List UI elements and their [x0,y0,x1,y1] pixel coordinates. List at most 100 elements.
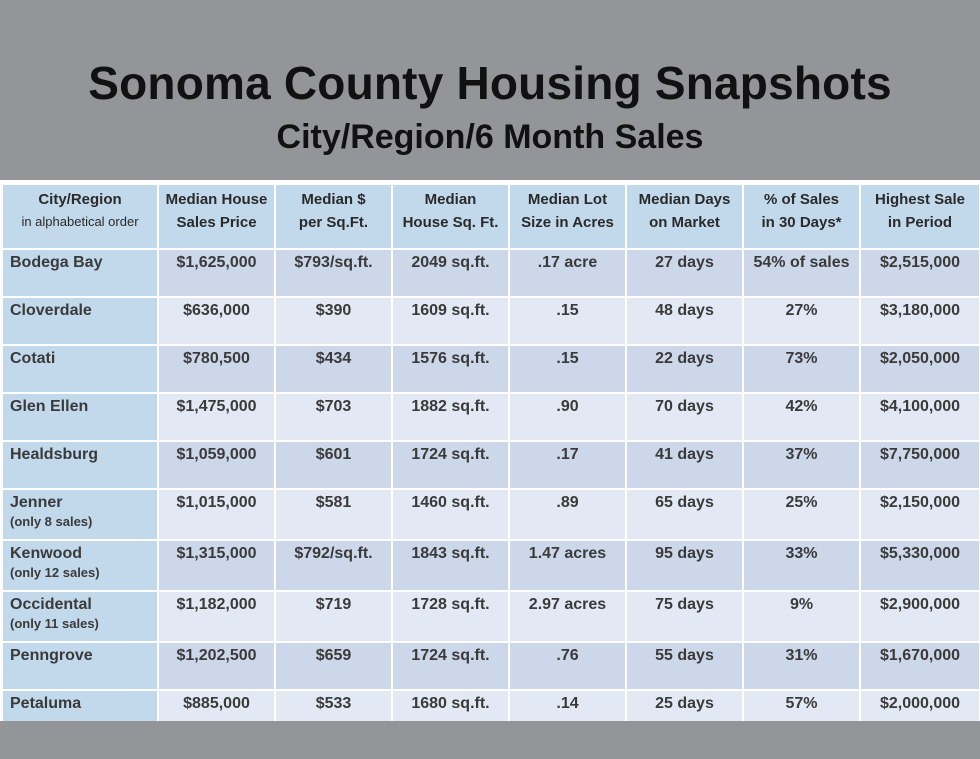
lot-size-cell: .15 [508,344,627,394]
city-cell: Glen Ellen [1,392,159,442]
house-sqft-cell: 1576 sq.ft. [391,344,510,394]
highest-sale-cell: $2,900,000 [859,590,980,643]
column-header-line1: % of Sales [763,191,840,208]
column-header-line2: Size in Acres [521,214,614,231]
highest-sale-cell: $4,100,000 [859,392,980,442]
median-price-cell: $1,625,000 [157,248,276,298]
lot-size-cell: .90 [508,392,627,442]
table-row: Penngrove $1,202,500 $659 1724 sq.ft. .76 55 … [1,641,980,691]
highest-sale-cell: $2,150,000 [859,488,980,541]
pct-sold-30-days-cell: 25% [742,488,861,541]
column-header-lot: Median Lot Size in Acres [508,183,627,250]
median-price-cell: $636,000 [157,296,276,346]
table-row: Bodega Bay $1,625,000 $793/sq.ft. 2049 sq.f… [1,248,980,298]
sales-count-note: (only 12 sales) [10,565,100,580]
table-body: Bodega Bay $1,625,000 $793/sq.ft. 2049 sq.f… [1,248,980,739]
lot-size-cell: 2.97 acres [508,590,627,643]
lot-size-cell: .17 [508,440,627,490]
column-header-line2: per Sq.Ft. [298,214,369,231]
column-header-pct30: % of Sales in 30 Days* [742,183,861,250]
city-name: Glen Ellen [10,398,89,415]
house-sqft-cell: 1609 sq.ft. [391,296,510,346]
median-price-cell: $1,182,000 [157,590,276,643]
table-header-row: City/Region in alphabetical order Median… [1,183,980,250]
city-cell: Occidental (only 11 sales) [1,590,159,643]
city-name: Cloverdale [10,302,92,319]
median-price-cell: $1,015,000 [157,488,276,541]
price-per-sqft-cell: $793/sq.ft. [274,248,393,298]
median-price-cell: $1,475,000 [157,392,276,442]
city-cell: Bodega Bay [1,248,159,298]
city-cell: Jenner (only 8 sales) [1,488,159,541]
house-sqft-cell: 2049 sq.ft. [391,248,510,298]
city-name: Healdsburg [10,446,99,463]
highest-sale-cell: $7,750,000 [859,440,980,490]
table-row: Glen Ellen $1,475,000 $703 1882 sq.ft. .90 70… [1,392,980,442]
footer-bar [0,721,980,759]
highest-sale-cell: $1,670,000 [859,641,980,691]
table-container: City/Region in alphabetical order Median… [0,180,980,739]
house-sqft-cell: 1460 sq.ft. [391,488,510,541]
lot-size-cell: .76 [508,641,627,691]
lot-size-cell: .17 acre [508,248,627,298]
days-on-market-cell: 55 days [625,641,744,691]
city-cell: Kenwood (only 12 sales) [1,539,159,592]
house-sqft-cell: 1843 sq.ft. [391,539,510,592]
pct-sold-30-days-cell: 42% [742,392,861,442]
column-header-price: Median House Sales Price [157,183,276,250]
column-header-highest: Highest Sale in Period [859,183,980,250]
city-cell: Cloverdale [1,296,159,346]
price-per-sqft-cell: $434 [274,344,393,394]
lot-size-cell: .89 [508,488,627,541]
header-banner: Sonoma County Housing Snapshots City/Reg… [0,0,980,180]
median-price-cell: $780,500 [157,344,276,394]
price-per-sqft-cell: $601 [274,440,393,490]
city-cell: Penngrove [1,641,159,691]
city-name: Cotati [10,350,56,367]
days-on-market-cell: 41 days [625,440,744,490]
city-name: Bodega Bay [10,254,103,271]
table-row: Cloverdale $636,000 $390 1609 sq.ft. .15 48 d… [1,296,980,346]
median-price-cell: $1,059,000 [157,440,276,490]
column-header-line1: Median Days [638,191,731,208]
highest-sale-cell: $5,330,000 [859,539,980,592]
price-per-sqft-cell: $581 [274,488,393,541]
pct-sold-30-days-cell: 27% [742,296,861,346]
city-cell: Cotati [1,344,159,394]
column-header-line2: House Sq. Ft. [402,214,499,231]
table-row: Occidental (only 11 sales) $1,182,000 $719 1… [1,590,980,643]
city-name: Penngrove [10,647,93,664]
price-per-sqft-cell: $390 [274,296,393,346]
page-title: Sonoma County Housing Snapshots [88,57,892,109]
column-header-line2: in Period [887,214,953,231]
city-cell: Healdsburg [1,440,159,490]
column-header-sqft: Median House Sq. Ft. [391,183,510,250]
price-per-sqft-cell: $792/sq.ft. [274,539,393,592]
column-header-line1: Median House [165,191,268,208]
highest-sale-cell: $3,180,000 [859,296,980,346]
house-sqft-cell: 1728 sq.ft. [391,590,510,643]
price-per-sqft-cell: $659 [274,641,393,691]
column-header-per-sqft: Median $ per Sq.Ft. [274,183,393,250]
median-price-cell: $1,202,500 [157,641,276,691]
house-sqft-cell: 1724 sq.ft. [391,641,510,691]
highest-sale-cell: $2,050,000 [859,344,980,394]
pct-sold-30-days-cell: 9% [742,590,861,643]
days-on-market-cell: 70 days [625,392,744,442]
housing-table: City/Region in alphabetical order Median… [1,183,980,739]
days-on-market-cell: 65 days [625,488,744,541]
pct-sold-30-days-cell: 54% of sales [742,248,861,298]
table-row: Cotati $780,500 $434 1576 sq.ft. .15 22 days 7… [1,344,980,394]
column-header-line1: City/Region [38,191,122,208]
column-header-line2: in 30 Days* [761,214,842,231]
column-header-line1: Median [424,191,477,208]
days-on-market-cell: 48 days [625,296,744,346]
price-per-sqft-cell: $719 [274,590,393,643]
column-header-line2: in alphabetical order [21,214,139,229]
column-header-line2: on Market [649,214,720,231]
column-header-days: Median Days on Market [625,183,744,250]
lot-size-cell: .15 [508,296,627,346]
column-header-city: City/Region in alphabetical order [1,183,159,250]
column-header-line2: Sales Price [176,214,257,231]
days-on-market-cell: 75 days [625,590,744,643]
